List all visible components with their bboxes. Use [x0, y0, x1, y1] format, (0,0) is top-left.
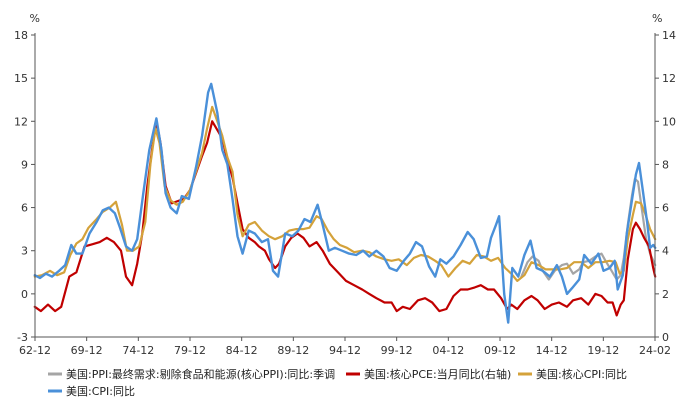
- x-tick-label: 04-12: [432, 344, 464, 357]
- legend-label: 美国:核心CPI:同比: [536, 367, 627, 381]
- legend-label: 美国:CPI:同比: [66, 385, 135, 398]
- x-tick-label: 69-12: [71, 344, 103, 357]
- legend: 美国:PPI:最终需求:剔除食品和能源(核心PPI):同比:季调 美国:核心PCE…: [48, 367, 627, 398]
- x-tick-label: 94-12: [329, 344, 361, 357]
- right-tick-label: 8: [662, 158, 669, 171]
- right-tick-label: 6: [662, 202, 669, 215]
- axes: -3 0 3 6 9 12 15 18 0 2 4 6 8 10 12 14 62-12 69-12 74-12 79…: [14, 29, 676, 357]
- left-axis-unit: %: [30, 12, 40, 25]
- right-tick-label: 12: [662, 72, 676, 85]
- x-tick-label: 14-12: [536, 344, 568, 357]
- right-tick-label: 2: [662, 288, 669, 301]
- x-tick-label: 89-12: [277, 344, 309, 357]
- x-tick-label: 19-12: [587, 344, 619, 357]
- x-tick-label: 09-12: [484, 344, 516, 357]
- series-line-2: [33, 105, 657, 282]
- left-tick-label: 18: [14, 29, 28, 42]
- right-tick-label: 10: [662, 115, 676, 128]
- x-tick-label: 62-12: [19, 344, 51, 357]
- right-axis-unit: %: [652, 12, 662, 25]
- series-line-1: [33, 120, 657, 317]
- x-tick-label: 79-12: [174, 344, 206, 357]
- x-tick-label: 24-02: [639, 344, 671, 357]
- left-tick-label: 9: [21, 158, 28, 171]
- right-tick-label: 14: [662, 29, 676, 42]
- legend-label: 美国:PPI:最终需求:剔除食品和能源(核心PPI):同比:季调: [66, 367, 335, 381]
- plot-area: [33, 82, 657, 324]
- legend-label: 美国:核心PCE:当月同比(右轴): [364, 367, 511, 381]
- left-tick-label: 3: [21, 245, 28, 258]
- left-tick-label: 6: [21, 202, 28, 215]
- x-tick-label: 99-12: [381, 344, 413, 357]
- x-tick-label: 74-12: [122, 344, 154, 357]
- right-tick-label: 4: [662, 245, 669, 258]
- left-tick-label: -3: [17, 331, 28, 344]
- right-tick-label: 0: [662, 331, 669, 344]
- x-tick-label: 84-12: [226, 344, 258, 357]
- left-tick-label: 0: [21, 288, 28, 301]
- series-line-3: [33, 82, 657, 324]
- left-tick-label: 12: [14, 115, 28, 128]
- left-tick-label: 15: [14, 72, 28, 85]
- series-line-0: [520, 177, 657, 281]
